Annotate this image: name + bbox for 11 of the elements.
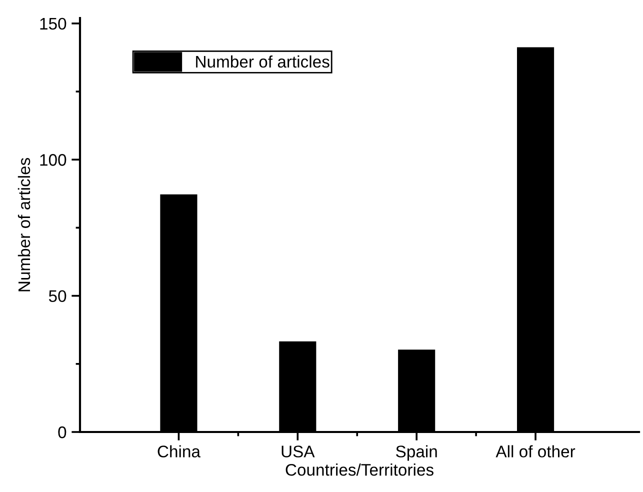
x-tick-label: Spain (396, 445, 437, 461)
x-axis-title: Countries/Territories (286, 464, 434, 476)
y-tick-label: 0 (58, 426, 66, 438)
x-tick-label: USA (282, 446, 315, 458)
legend-label: Number of articles (196, 55, 330, 68)
y-tick-label: 150 (40, 18, 66, 30)
y-axis-title: Number of articles (18, 158, 30, 292)
y-tick-label: 50 (48, 290, 66, 302)
x-tick-label: All of other (496, 445, 576, 458)
x-tick-label: China (158, 445, 200, 458)
y-tick-label: 100 (40, 154, 66, 166)
